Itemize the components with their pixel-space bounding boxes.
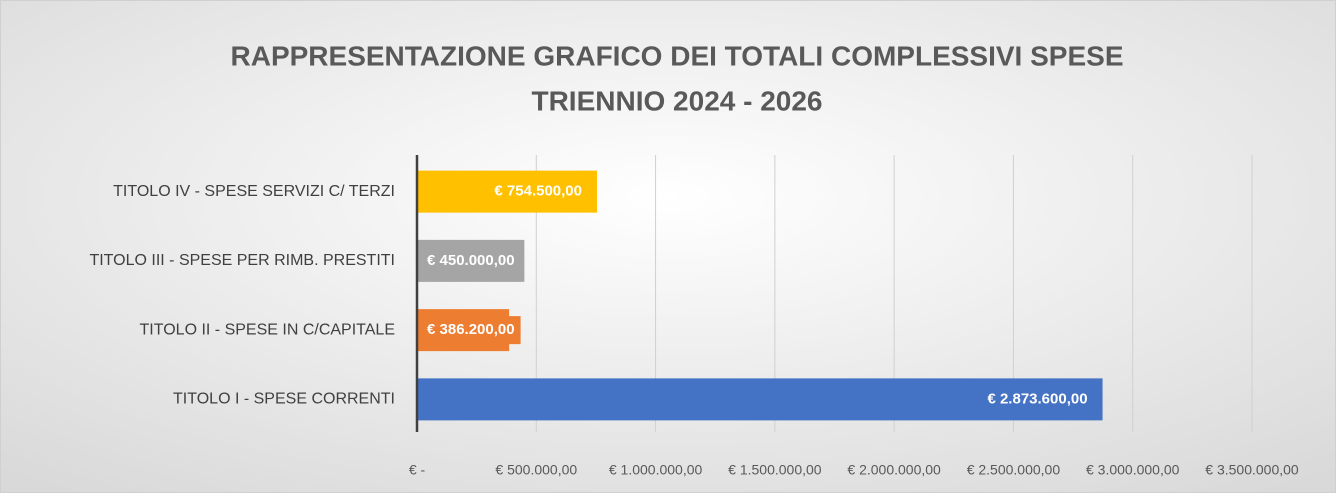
x-tick-label: € 3.000.000,00 bbox=[1086, 462, 1180, 478]
value-label-box bbox=[488, 177, 589, 206]
x-tick-label: € 2.000.000,00 bbox=[847, 462, 941, 478]
value-label: € 450.000,00 bbox=[427, 252, 515, 269]
y-tick-label: TITOLO II - SPESE IN C/CAPITALE bbox=[140, 321, 395, 338]
chart-title: RAPPRESENTAZIONE GRAFICO DEI TOTALI COMP… bbox=[231, 40, 1124, 71]
chart-title: TRIENNIO 2024 - 2026 bbox=[531, 85, 822, 116]
value-label-box bbox=[981, 385, 1094, 414]
value-label-box bbox=[421, 316, 521, 345]
x-tick-label: € 2.500.000,00 bbox=[967, 462, 1061, 478]
value-label: € 2.873.600,00 bbox=[987, 390, 1087, 407]
y-tick-label: TITOLO IV - SPESE SERVIZI C/ TERZI bbox=[113, 183, 395, 200]
y-tick-label: TITOLO I - SPESE CORRENTI bbox=[173, 391, 395, 408]
x-tick-label: € 500.000,00 bbox=[495, 462, 577, 478]
x-tick-label: € - bbox=[409, 462, 426, 478]
value-label: € 386.200,00 bbox=[427, 321, 515, 338]
x-tick-label: € 1.000.000,00 bbox=[609, 462, 703, 478]
value-label-box bbox=[421, 246, 521, 275]
x-tick-label: € 3.500.000,00 bbox=[1205, 462, 1299, 478]
value-label: € 754.500,00 bbox=[494, 183, 582, 200]
x-tick-label: € 1.500.000,00 bbox=[728, 462, 822, 478]
y-tick-label: TITOLO III - SPESE PER RIMB. PRESTITI bbox=[89, 252, 395, 269]
